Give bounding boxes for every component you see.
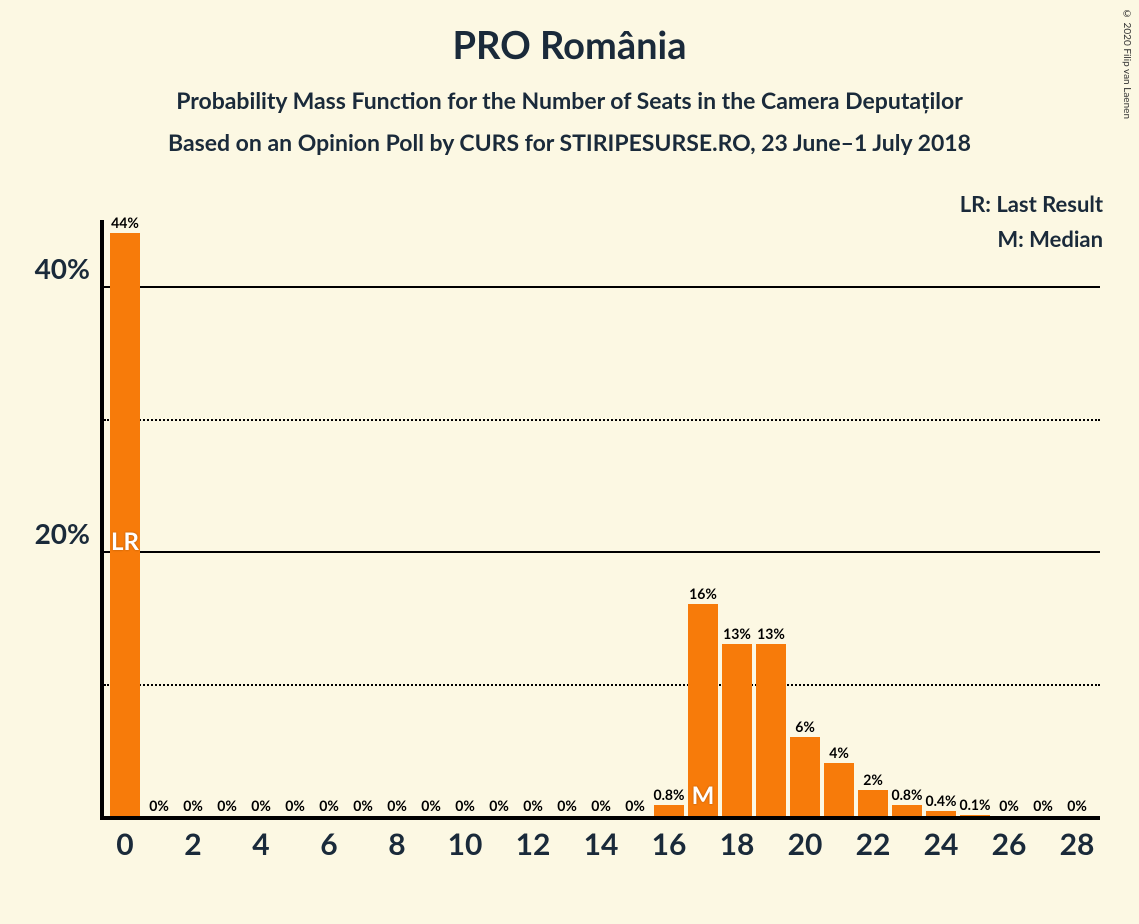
x-tick-label: 8 bbox=[388, 826, 405, 862]
bar: 2% bbox=[858, 790, 888, 816]
bar-value-label: 0.8% bbox=[653, 786, 684, 803]
bar-value-label: 0% bbox=[217, 797, 237, 814]
x-tick-label: 14 bbox=[584, 826, 619, 862]
bar-slot: 0.8% bbox=[652, 805, 686, 816]
x-tick-label: 28 bbox=[1060, 826, 1095, 862]
x-tick-label: 4 bbox=[252, 826, 269, 862]
bar: 13% bbox=[722, 644, 752, 816]
x-tick-label: 10 bbox=[448, 826, 483, 862]
x-tick-label: 2 bbox=[184, 826, 201, 862]
x-tick-label: 26 bbox=[992, 826, 1027, 862]
copyright-text: © 2020 Filip van Laenen bbox=[1121, 8, 1133, 119]
bar: 6% bbox=[790, 737, 820, 816]
bar: 0.8% bbox=[654, 805, 684, 816]
x-tick-label: 16 bbox=[652, 826, 687, 862]
bar-value-label: 0% bbox=[999, 797, 1019, 814]
legend-lr: LR: Last Result bbox=[960, 190, 1103, 217]
chart-subtitle-1: Probability Mass Function for the Number… bbox=[0, 68, 1139, 114]
bar: 0.8% bbox=[892, 805, 922, 816]
bar-value-label: 0% bbox=[557, 797, 577, 814]
bar-value-label: 44% bbox=[111, 214, 139, 231]
bar-value-label: 0% bbox=[1033, 797, 1053, 814]
bar-value-label: 0% bbox=[285, 797, 305, 814]
x-tick-label: 24 bbox=[924, 826, 959, 862]
y-axis bbox=[100, 220, 104, 820]
x-tick-label: 12 bbox=[516, 826, 551, 862]
bar-slot: 0.4% bbox=[924, 811, 958, 816]
bar-value-label: 0.8% bbox=[891, 786, 922, 803]
bar-value-label: 0% bbox=[149, 797, 169, 814]
bar: 44%LR bbox=[110, 233, 140, 816]
bar-slot: 13% bbox=[720, 644, 754, 816]
bar-slot: 13% bbox=[754, 644, 788, 816]
x-tick-label: 6 bbox=[320, 826, 337, 862]
bar: 16%M bbox=[688, 604, 718, 816]
bar-value-label: 0.4% bbox=[925, 792, 956, 809]
bar-value-label: 0% bbox=[1067, 797, 1087, 814]
bar-value-label: 0% bbox=[319, 797, 339, 814]
x-tick-label: 18 bbox=[720, 826, 755, 862]
chart-title: PRO România bbox=[0, 0, 1139, 68]
bar-slot: 44%LR bbox=[108, 233, 142, 816]
bar-value-label: 0% bbox=[353, 797, 373, 814]
chart-subtitle-2: Based on an Opinion Poll by CURS for STI… bbox=[0, 114, 1139, 156]
bar: 0.4% bbox=[926, 811, 956, 816]
bar-value-label: 0% bbox=[489, 797, 509, 814]
bar-value-label: 0% bbox=[591, 797, 611, 814]
bar-value-label: 13% bbox=[723, 625, 751, 642]
x-axis bbox=[100, 816, 1100, 820]
bar-value-label: 0% bbox=[251, 797, 271, 814]
bar-value-label: 0% bbox=[387, 797, 407, 814]
bar-value-label: 0% bbox=[455, 797, 475, 814]
bar-value-label: 6% bbox=[795, 718, 815, 735]
bar: 13% bbox=[756, 644, 786, 816]
x-tick-label: 0 bbox=[116, 826, 133, 862]
bar-marker-m: M bbox=[692, 781, 715, 810]
bar-slot: 0.1% bbox=[958, 815, 992, 816]
bar-value-label: 2% bbox=[863, 771, 883, 788]
bars-container: 44%LR0%0%0%0%0%0%0%0%0%0%0%0%0%0%0%0.8%1… bbox=[108, 220, 1100, 816]
bar-value-label: 16% bbox=[689, 585, 717, 602]
chart-plot-area: 20%40% 44%LR0%0%0%0%0%0%0%0%0%0%0%0%0%0%… bbox=[100, 220, 1100, 820]
bar-value-label: 0% bbox=[183, 797, 203, 814]
bar-value-label: 0% bbox=[523, 797, 543, 814]
x-tick-label: 22 bbox=[856, 826, 891, 862]
bar-value-label: 0.1% bbox=[959, 796, 990, 813]
bar-slot: 4% bbox=[822, 763, 856, 816]
bar-value-label: 0% bbox=[625, 797, 645, 814]
bar-slot: 6% bbox=[788, 737, 822, 816]
bar-slot: 16%M bbox=[686, 604, 720, 816]
y-tick-label: 20% bbox=[20, 516, 90, 550]
bar-value-label: 0% bbox=[421, 797, 441, 814]
bar: 0.1% bbox=[960, 815, 990, 816]
x-tick-label: 20 bbox=[788, 826, 823, 862]
bar-marker-lr: LR bbox=[111, 527, 139, 556]
bar-slot: 0.8% bbox=[890, 805, 924, 816]
y-tick-label: 40% bbox=[20, 251, 90, 285]
bar: 4% bbox=[824, 763, 854, 816]
bar-value-label: 13% bbox=[757, 625, 785, 642]
bar-slot: 2% bbox=[856, 790, 890, 816]
bar-value-label: 4% bbox=[829, 744, 849, 761]
